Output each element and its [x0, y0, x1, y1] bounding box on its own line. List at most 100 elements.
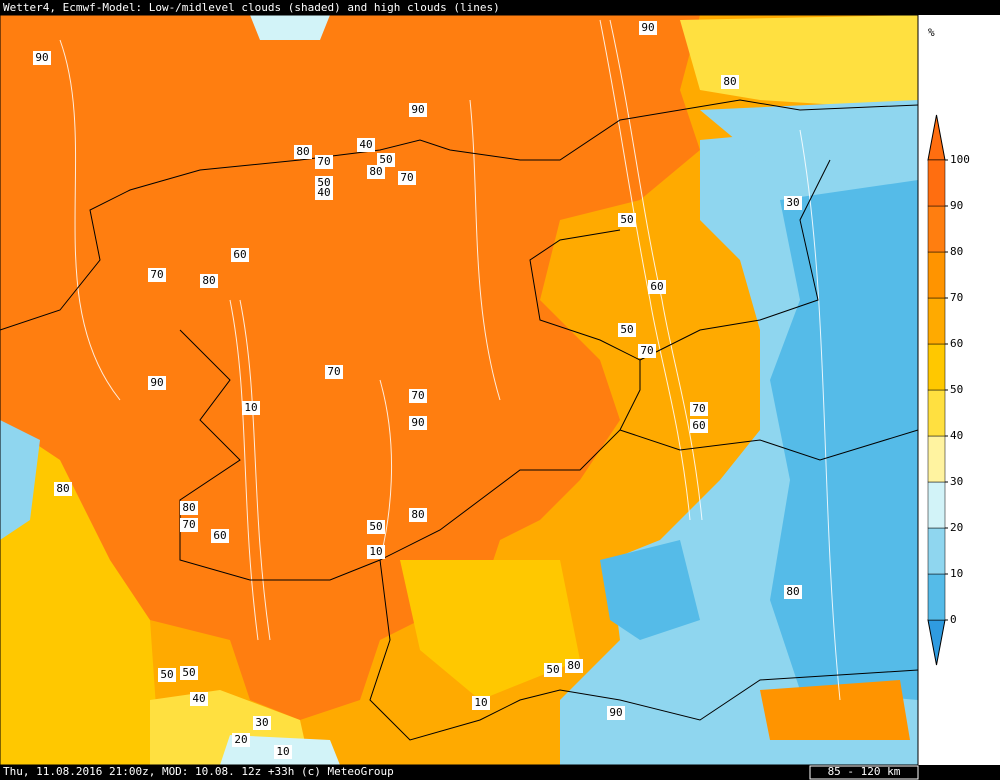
- contour-label: 30: [786, 196, 799, 209]
- footer-bar: [0, 765, 1000, 780]
- contour-label-box: [638, 344, 656, 358]
- contour-label-box: [315, 155, 333, 169]
- contour-label: 50: [160, 668, 173, 681]
- contour-label-box: [190, 692, 208, 706]
- contour-label: 50: [620, 323, 633, 336]
- contour-label-box: [325, 365, 343, 379]
- contour-label-box: [357, 138, 375, 152]
- contour-label: 80: [786, 585, 799, 598]
- contour-label: 80: [56, 482, 69, 495]
- contour-label: 70: [317, 155, 330, 168]
- colorbar-band: [927, 343, 946, 391]
- contour-label: 70: [327, 365, 340, 378]
- contour-label: 70: [400, 171, 413, 184]
- colorbar-band: [927, 297, 946, 345]
- colorbar-band: [927, 205, 946, 253]
- colorbar-band: [927, 435, 946, 483]
- contour-label: 10: [474, 696, 487, 709]
- contour-line: [799, 129, 841, 701]
- contour-label: 80: [182, 501, 195, 514]
- colorbar-label: 60: [950, 337, 963, 350]
- contour-label-box: [253, 716, 271, 730]
- high-cloud-lines: [59, 19, 841, 701]
- contour-label: 90: [641, 21, 654, 34]
- contour-label-box: [242, 401, 260, 415]
- contour-label: 90: [609, 706, 622, 719]
- contour-label-box: [367, 520, 385, 534]
- shade: [760, 680, 910, 740]
- contour-label: 40: [192, 692, 205, 705]
- contour-label-box: [721, 75, 739, 89]
- contour-label: 70: [150, 268, 163, 281]
- colorbar-band: [927, 251, 946, 299]
- border: [639, 159, 831, 361]
- coastline: [0, 99, 919, 331]
- colorbar-label: 90: [950, 199, 963, 212]
- contour-label-box: [54, 482, 72, 496]
- colorbar-label: 30: [950, 475, 963, 488]
- contour-label: 40: [317, 186, 330, 199]
- contour-label-box: [648, 280, 666, 294]
- contour-label: 20: [234, 733, 247, 746]
- contour-label: 50: [182, 666, 195, 679]
- contour-label: 30: [255, 716, 268, 729]
- contour-label: 60: [692, 419, 705, 432]
- contour-label: 10: [369, 545, 382, 558]
- contour-label: 50: [379, 153, 392, 166]
- contour-label-box: [232, 733, 250, 747]
- colorbar-band: [927, 389, 946, 437]
- header-bar: [0, 0, 1000, 15]
- colorbar-band: [927, 573, 946, 621]
- contour-label-box: [472, 696, 490, 710]
- contour-label-box: [607, 706, 625, 720]
- contour-label-box: [409, 416, 427, 430]
- contour-label-box: [784, 196, 802, 210]
- contour-label-box: [618, 213, 636, 227]
- contour-label-box: [274, 745, 292, 759]
- scale-box: [809, 765, 919, 780]
- contour-label-box: [398, 171, 416, 185]
- borders: [0, 99, 919, 741]
- contour-label-box: [367, 545, 385, 559]
- shade: [680, 15, 918, 110]
- shade: [0, 420, 40, 540]
- header-title: Wetter4, Ecmwf-Model: Low-/midlevel clou…: [3, 1, 500, 14]
- contour-label: 10: [276, 745, 289, 758]
- contour-label: 90: [150, 376, 163, 389]
- contour-label: 80: [202, 274, 215, 287]
- contour-label-box: [409, 103, 427, 117]
- contour-label-box: [409, 508, 427, 522]
- contour-label: 70: [411, 389, 424, 402]
- contour-label-box: [158, 668, 176, 682]
- colorbar-band: [927, 527, 946, 575]
- contour-label: 10: [244, 401, 257, 414]
- colorbar-band: [927, 481, 946, 529]
- contour-label-box: [367, 165, 385, 179]
- contour-label-box: [544, 663, 562, 677]
- contour-label-box: [180, 666, 198, 680]
- contour-label: 60: [650, 280, 663, 293]
- shade: [0, 15, 700, 720]
- shade: [250, 15, 330, 40]
- shade: [770, 180, 918, 700]
- colorbar-label: 20: [950, 521, 963, 534]
- contour-label: 80: [567, 659, 580, 672]
- contour-label-box: [180, 501, 198, 515]
- contour-label-box: [294, 145, 312, 159]
- contour-label: 70: [692, 402, 705, 415]
- contour-label: 90: [35, 51, 48, 64]
- shade: [0, 420, 160, 765]
- contour-label: 80: [369, 165, 382, 178]
- colorbar-label: 0: [950, 613, 957, 626]
- colorbar-unit: %: [928, 26, 935, 39]
- contour-label-box: [690, 419, 708, 433]
- contour-label: 50: [369, 520, 382, 533]
- contour-label-box: [690, 402, 708, 416]
- contour-label: 80: [723, 75, 736, 88]
- contour-label: 90: [411, 416, 424, 429]
- colorbar-label: 40: [950, 429, 963, 442]
- contour-line: [609, 19, 703, 521]
- contour-label: 90: [411, 103, 424, 116]
